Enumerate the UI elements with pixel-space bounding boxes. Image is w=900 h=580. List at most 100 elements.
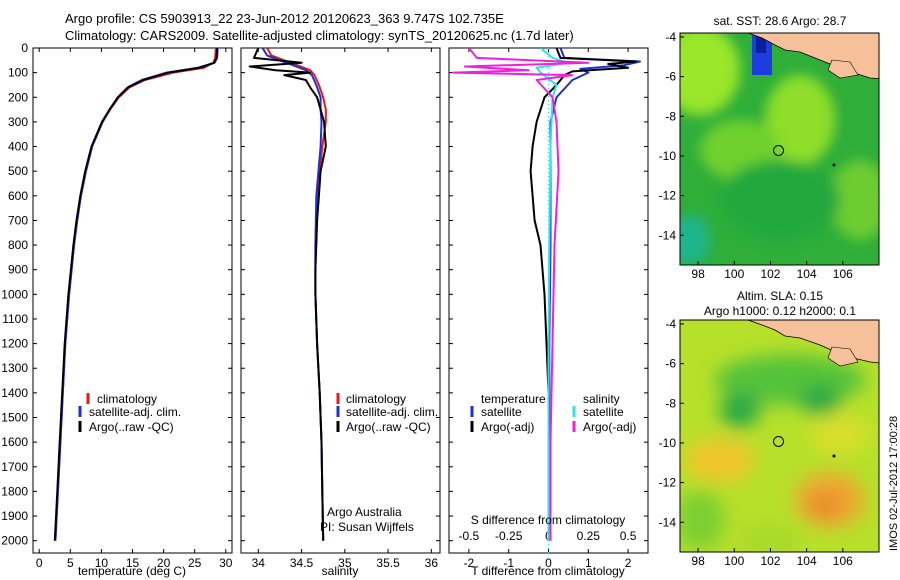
map-x-tick-label: 98 (691, 554, 705, 568)
legend-label: satellite (583, 405, 624, 419)
y-tick-label: 300 (8, 115, 28, 129)
legend-label: climatology (346, 392, 406, 406)
x-tick-label: 1 (585, 556, 592, 570)
x-tick-label: 2 (625, 556, 632, 570)
x-top-tick-label: -0.25 (495, 529, 523, 543)
lines-layer (53, 48, 641, 541)
x-tick-label: 15 (126, 556, 140, 570)
y-tick-label: 1500 (1, 411, 28, 425)
y-tick-label: 1900 (1, 509, 28, 523)
x-tick-label: 20 (157, 556, 171, 570)
map-x-tick-label: 106 (833, 554, 853, 568)
y-tick-label: 700 (8, 213, 28, 227)
y-tick-label: 500 (8, 164, 28, 178)
argo-location-marker (773, 145, 784, 156)
y-tick-label: 0 (21, 41, 28, 55)
legend-label: satellite (481, 405, 522, 419)
map-x-tick-label: 100 (724, 267, 744, 281)
y-tick-label: 1600 (1, 435, 28, 449)
footer-stamp: IMOS 02-Jul-2012 17:00:28 (888, 416, 900, 551)
legend-label: Argo(..raw -QC) (346, 420, 431, 434)
map2-subtitle: Argo h1000: 0.12 h2000: 0.1 (704, 304, 856, 318)
map-y-tick-label: -10 (659, 436, 677, 450)
series-line-argo-adj- (452, 48, 590, 541)
y-tick-label: 100 (8, 66, 28, 80)
x-tick-label: -1 (503, 556, 514, 570)
series-line-satellite-adj-clim- (54, 48, 219, 541)
temperature-xlabel: temperature (deg C) (78, 564, 186, 578)
x-tick-label: 35 (338, 556, 352, 570)
difference-legend: temperature satellite Argo(-adj) salinit… (470, 392, 636, 434)
x-tick-label: -2 (464, 556, 475, 570)
x-top-tick-label: -0.5 (459, 529, 480, 543)
map-y-tick-label: -4 (665, 317, 676, 331)
legend-label: climatology (97, 392, 157, 406)
series-line-climatology (54, 48, 217, 541)
map-y-tick-label: -6 (665, 357, 676, 371)
x-tick-label: 0 (545, 556, 552, 570)
legend-label: satellite-adj. clim. (346, 405, 438, 419)
sst-map (680, 33, 879, 265)
x-tick-label: 34 (252, 556, 266, 570)
salinity-legend: climatology satellite-adj. clim. Argo(..… (336, 392, 438, 434)
y-tick-label: 400 (8, 140, 28, 154)
header-line1: Argo profile: CS 5903913_22 23-Jun-2012 … (65, 11, 504, 26)
salinity-annotation-line1: Argo Australia (327, 505, 402, 519)
legend-title-salinity: salinity (583, 392, 620, 406)
series-line-argo-adj- (529, 48, 638, 541)
x-top-tick-label: 0.25 (577, 529, 601, 543)
map-x-tick-label: 102 (760, 267, 780, 281)
series-group (248, 48, 327, 541)
y-tick-label: 900 (8, 263, 28, 277)
legend-label: Argo(..raw -QC) (89, 420, 174, 434)
y-tick-label: 1700 (1, 460, 28, 474)
map-y-tick-label: -14 (659, 515, 677, 529)
map-x-tick-label: 100 (724, 554, 744, 568)
map-ticks: 98 100 102 104 106 -4 -6 -8 -10 -12 -14 98 100 102 104… (659, 30, 853, 568)
map-y-tick-label: -4 (665, 30, 676, 44)
map1-title: sat. SST: 28.6 Argo: 28.7 (714, 14, 847, 28)
map-y-tick-label: -12 (659, 476, 677, 490)
series-line-argo-raw-qc- (248, 48, 327, 541)
salinity-annotation-line2: PI: Susan Wijffels (320, 520, 414, 534)
axes-layer: 0 5 10 15 20 25 300100200300400500600700800900… (1, 41, 648, 570)
map-x-tick-label: 106 (833, 267, 853, 281)
legend-label: Argo(-adj) (583, 420, 636, 434)
y-tick-label: 1800 (1, 484, 28, 498)
y-tick-label: 1000 (1, 287, 28, 301)
legend-title-temperature: temperature (481, 392, 546, 406)
difference-xlabel: T difference from climatology (471, 564, 625, 578)
salinity-xlabel: salinity (322, 564, 359, 578)
temperature-panel-frame (32, 47, 233, 554)
series-group (452, 48, 641, 541)
map-y-tick-label: -12 (659, 189, 677, 203)
map-y-tick-label: -14 (659, 228, 677, 242)
map2-frame (679, 319, 880, 553)
map-x-tick-label: 102 (760, 554, 780, 568)
y-tick-label: 2000 (1, 534, 28, 548)
series-line-satellite-adj-clim- (261, 48, 325, 541)
y-tick-label: 1300 (1, 361, 28, 375)
x-tick-label: 10 (95, 556, 109, 570)
map-y-tick-label: -8 (665, 109, 676, 123)
y-tick-label: 1400 (1, 386, 28, 400)
y-tick-label: 200 (8, 90, 28, 104)
map-x-tick-label: 104 (797, 554, 817, 568)
y-tick-label: 600 (8, 189, 28, 203)
salinity-panel-frame (240, 47, 441, 554)
y-tick-label: 1100 (2, 312, 28, 326)
map-y-tick-label: -10 (659, 149, 677, 163)
difference-xlabel-top: S difference from climatology (471, 513, 626, 527)
x-tick-label: 0 (36, 556, 43, 570)
series-line-satellite (547, 48, 641, 541)
x-tick-label: 30 (219, 556, 233, 570)
header-line2: Climatology: CARS2009. Satellite-adjuste… (65, 28, 574, 43)
map-y-tick-label: -6 (665, 70, 676, 84)
series-line-argo-raw-qc- (53, 48, 219, 541)
sla-map (680, 320, 879, 552)
y-tick-label: 1200 (1, 337, 28, 351)
legend-label: satellite-adj. clim. (89, 405, 181, 419)
x-tick-label: 36 (425, 556, 439, 570)
x-tick-label: 5 (67, 556, 74, 570)
argo-location-marker (773, 436, 784, 447)
